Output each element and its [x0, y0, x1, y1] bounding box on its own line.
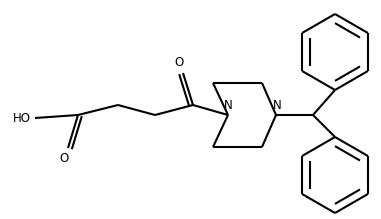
Text: O: O [59, 152, 69, 165]
Text: HO: HO [13, 111, 31, 124]
Text: O: O [174, 56, 184, 69]
Text: N: N [224, 99, 232, 112]
Text: N: N [273, 99, 282, 112]
